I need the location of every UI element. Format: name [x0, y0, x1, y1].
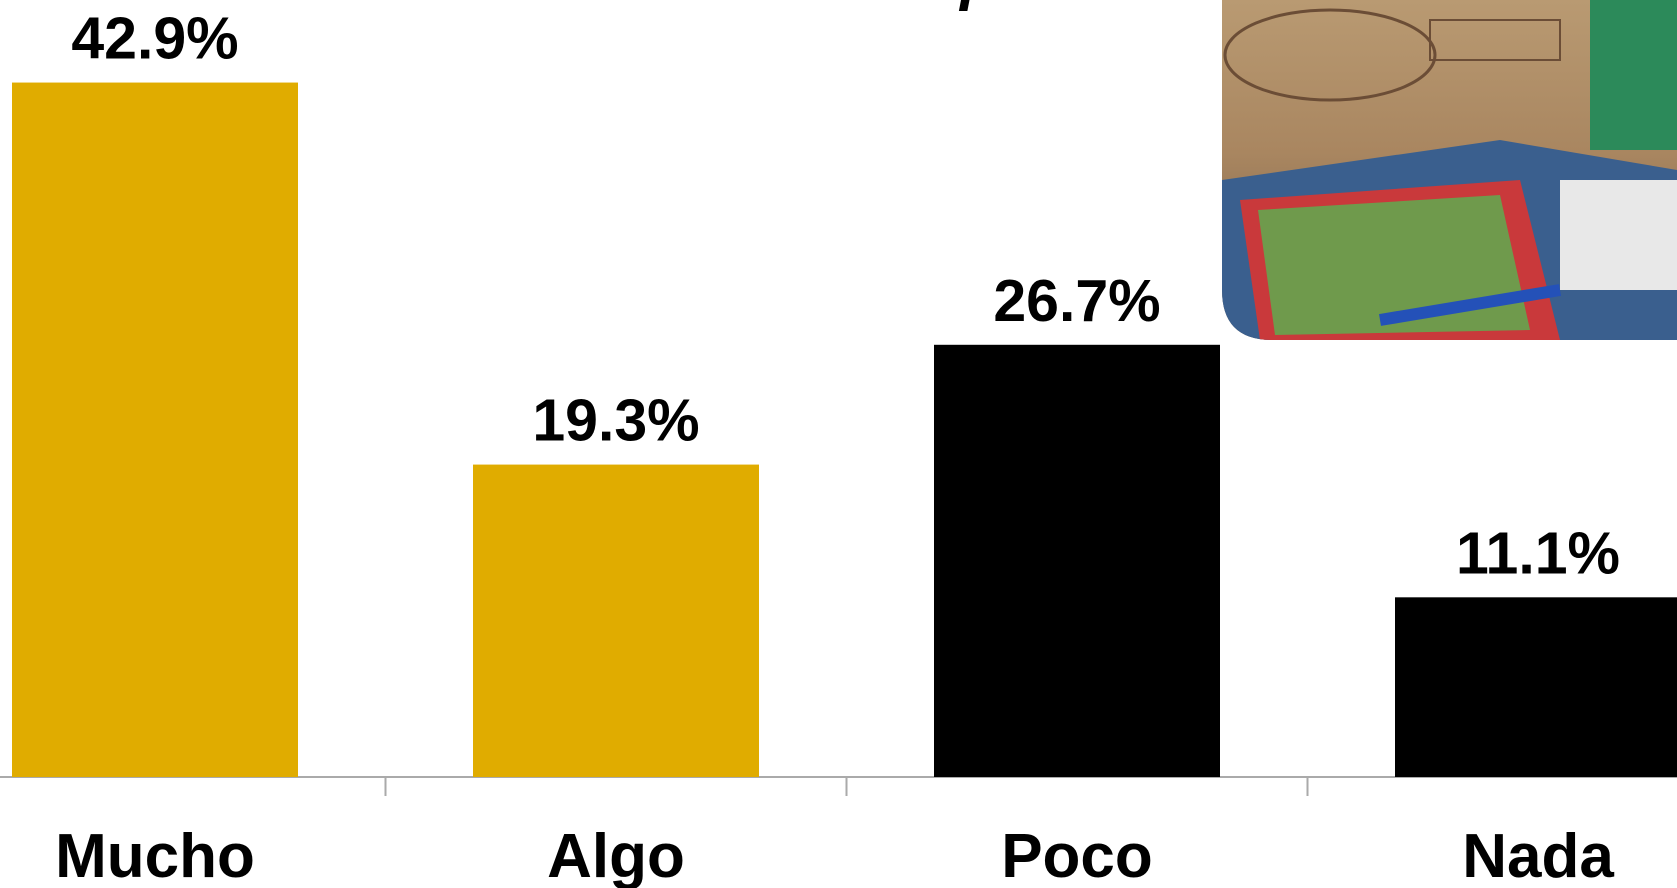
x-tick-label: Poco — [1001, 822, 1153, 888]
value-label: 11.1% — [1456, 520, 1620, 586]
x-tick-label: Mucho — [55, 822, 255, 888]
value-label: 26.7% — [993, 268, 1160, 334]
photo — [1222, 0, 1677, 340]
chart-title: educación en el país? — [478, 0, 1122, 12]
value-label: 19.3% — [532, 388, 699, 454]
x-tick-label: Algo — [547, 822, 685, 888]
bar — [1395, 597, 1677, 777]
bar — [934, 344, 1220, 777]
bar — [473, 464, 759, 777]
bar — [12, 82, 298, 777]
x-tick-label: Nada — [1462, 822, 1614, 888]
value-label: 42.9% — [71, 6, 238, 72]
